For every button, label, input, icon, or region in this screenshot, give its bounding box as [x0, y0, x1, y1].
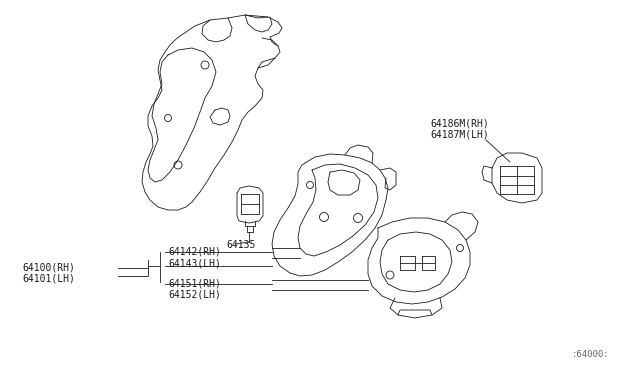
Text: 64151(RH)
64152(LH): 64151(RH) 64152(LH) [168, 278, 221, 299]
Text: 64135: 64135 [226, 240, 255, 250]
Text: 64100(RH)
64101(LH): 64100(RH) 64101(LH) [22, 262, 75, 283]
Text: 64142(RH)
64143(LH): 64142(RH) 64143(LH) [168, 247, 221, 269]
Text: :64000:: :64000: [572, 350, 610, 359]
Text: 64186M(RH)
64187M(LH): 64186M(RH) 64187M(LH) [430, 118, 489, 140]
